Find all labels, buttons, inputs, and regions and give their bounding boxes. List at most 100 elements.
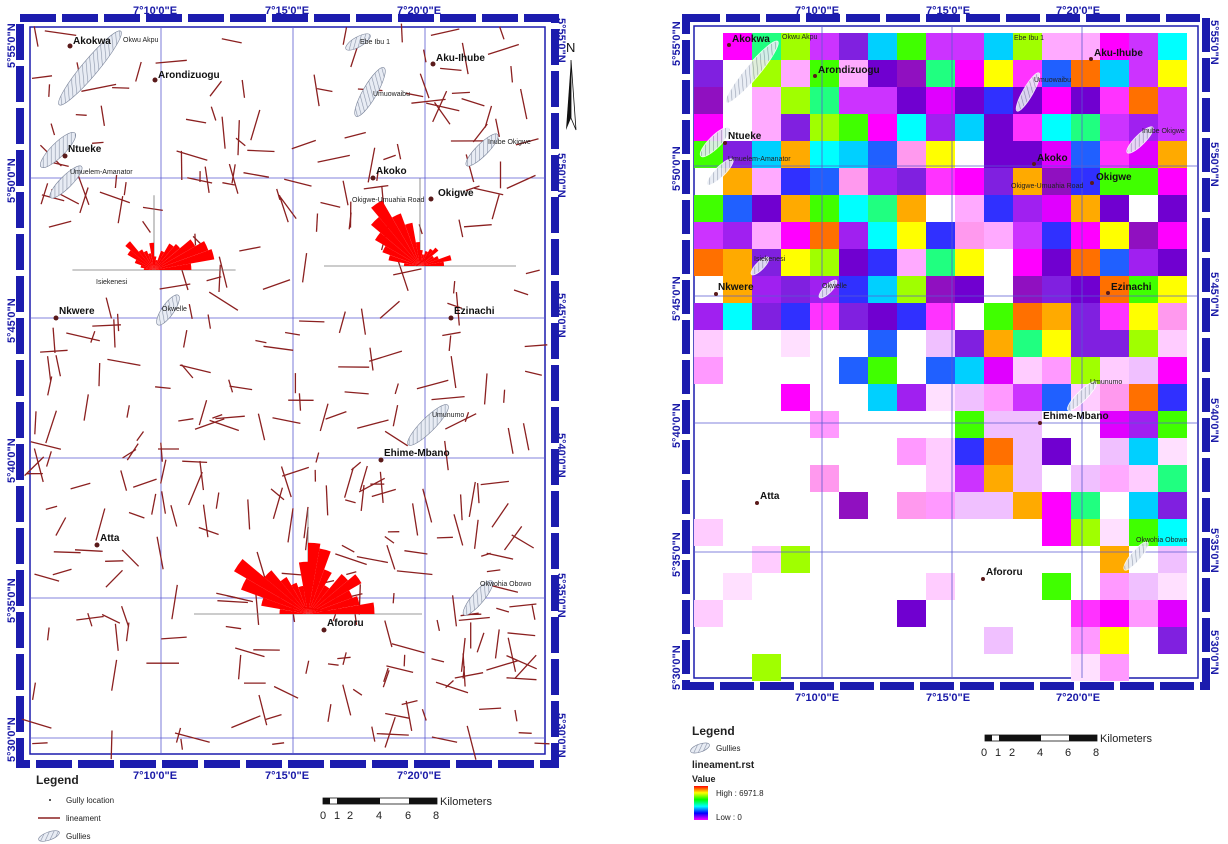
raster-cell [1013, 195, 1042, 222]
lineament-line [291, 139, 317, 150]
lineament-line [354, 612, 358, 625]
raster-cell [1129, 87, 1158, 114]
lineament-line [176, 150, 208, 161]
lineament-line [262, 279, 291, 291]
lineament-line [346, 571, 357, 576]
bottom-tick-label: 7°10'0"E [795, 692, 839, 704]
color-ramp [694, 786, 708, 820]
raster-cell [1100, 384, 1129, 411]
lineament-line [405, 92, 424, 98]
raster-cell [1129, 330, 1158, 357]
raster-cell [1013, 168, 1042, 195]
rose-petal [154, 239, 196, 270]
lineament-line [33, 26, 39, 47]
lineament-density-raster [694, 33, 1187, 681]
town-label: Arondizuogu [158, 70, 220, 81]
raster-cell [694, 600, 723, 627]
raster-cell [926, 33, 955, 60]
raster-cell [926, 168, 955, 195]
raster-cell [984, 87, 1013, 114]
lineament-line [404, 550, 428, 555]
lineament-line [383, 154, 396, 161]
lineament-line [180, 738, 184, 750]
lineament-line [101, 613, 121, 624]
raster-cell [781, 276, 810, 303]
lineament-line [70, 482, 91, 490]
lineament-line [270, 488, 285, 501]
lineament-line [273, 685, 299, 699]
raster-cell [984, 465, 1013, 492]
raster-cell [955, 249, 984, 276]
raster-cell [926, 60, 955, 87]
lineament-line [376, 732, 409, 736]
coordinate-labels: 7°10'0"E 7°15'0"E 7°20'0"E 7°10'0"E 7°15… [6, 5, 567, 782]
lineament-line [363, 184, 389, 190]
town-label: Ehime-Mbano [1043, 411, 1109, 422]
raster-cell [926, 276, 955, 303]
lineament-line [317, 154, 350, 163]
lineament-line [40, 183, 49, 205]
raster-cell [897, 384, 926, 411]
lineament-line [369, 347, 374, 371]
rose-petal [420, 255, 434, 266]
raster-cell [1042, 195, 1071, 222]
lineament-line [459, 494, 463, 521]
rose-petal [308, 574, 362, 614]
raster-cell [839, 33, 868, 60]
rose-petal [420, 261, 444, 266]
scalebar-tick: 4 [1037, 747, 1043, 759]
scalebar-tick: 1 [334, 810, 340, 822]
lineament-line [47, 376, 53, 396]
raster-cell [694, 330, 723, 357]
raster-cell [752, 195, 781, 222]
raster-cell [1071, 627, 1100, 654]
rose-petal [420, 249, 423, 266]
lineament-line [335, 553, 367, 566]
lineament-line [95, 508, 106, 541]
rose-petal [154, 260, 158, 270]
raster-cell [839, 168, 868, 195]
rose-petal [375, 232, 420, 266]
raster-cell [1129, 411, 1158, 438]
raster-cell [868, 330, 897, 357]
scalebar-tick: 0 [981, 747, 987, 759]
raster-cell [955, 168, 984, 195]
map-frame-outer [16, 14, 559, 768]
raster-cell [1129, 276, 1158, 303]
raster-cell [1100, 222, 1129, 249]
raster-cell [839, 492, 868, 519]
right-tick-label: 5°45'0"N [1208, 272, 1220, 317]
raster-cell [868, 249, 897, 276]
lineament-line [360, 308, 367, 335]
raster-cell [1013, 33, 1042, 60]
raster-cell [781, 141, 810, 168]
town-label: Aku-Ihube [436, 53, 485, 64]
raster-cell [810, 141, 839, 168]
lineament-line [422, 49, 427, 63]
raster-cell [1158, 222, 1187, 249]
lineament-line [228, 379, 234, 393]
lineament-line [371, 726, 376, 742]
lineament-line [178, 418, 194, 422]
lineament-line [55, 355, 62, 377]
legend-title: Legend [692, 724, 735, 738]
raster-cell [1129, 60, 1158, 87]
rose-petal [420, 251, 428, 266]
place-labels: Okwu Akpu Ebe Ibu 1 Umuowaibu Inube Okig… [728, 34, 1187, 544]
raster-cell [810, 168, 839, 195]
rose-petal [140, 265, 154, 270]
rose-petal [308, 602, 375, 614]
bottom-tick-label: 7°20'0"E [1056, 692, 1100, 704]
legend-item: Gully location [66, 796, 114, 805]
raster-cell [1158, 546, 1187, 573]
lineament-line [379, 471, 384, 503]
lineament-line [212, 413, 223, 419]
raster-cell [1158, 276, 1187, 303]
lineament-line [202, 504, 209, 538]
lineament-line [218, 264, 221, 293]
place-label: Umuowaibu [1034, 77, 1071, 84]
raster-cell [1071, 330, 1100, 357]
lineament-line [99, 191, 131, 204]
lineament-line [250, 109, 261, 141]
lineament-line [431, 658, 445, 663]
